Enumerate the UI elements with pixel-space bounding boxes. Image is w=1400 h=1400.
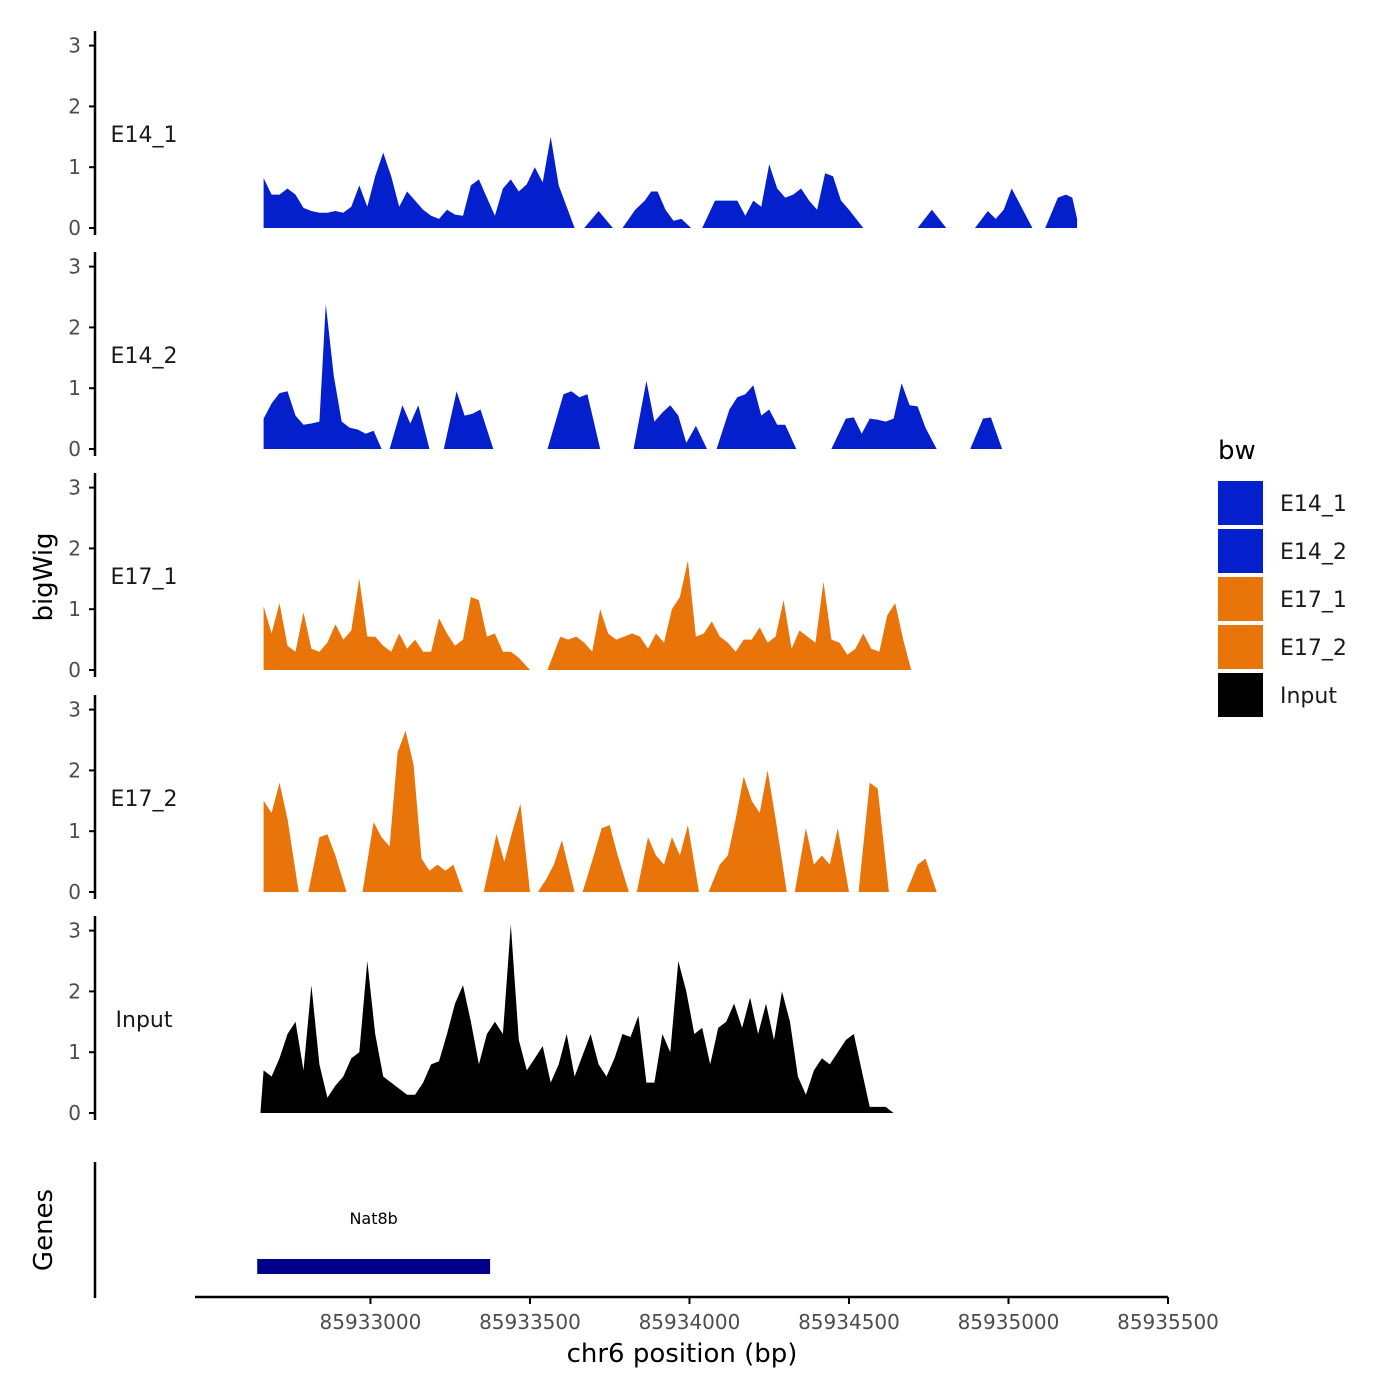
y-axis-title: bigWig — [29, 532, 59, 621]
coverage-area — [633, 380, 707, 449]
coverage-area — [547, 560, 912, 670]
y-tick-label: 2 — [68, 315, 81, 339]
legend: bw E14_1 E14_2 E17_1 E17_2 Input — [1218, 436, 1347, 717]
coverage-area — [547, 391, 601, 449]
coverage-area — [584, 211, 613, 228]
coverage-area — [537, 840, 575, 892]
track-e14-2: 0 1 2 3 E14_2 — [68, 252, 1003, 461]
y-tick-label: 0 — [68, 437, 81, 461]
genes-axis-title: Genes — [29, 1189, 59, 1271]
y-tick-label: 2 — [68, 758, 81, 782]
track-e17-1: 0 1 2 3 E17_1 — [68, 473, 912, 682]
track-label: Input — [116, 1008, 173, 1033]
coverage-area — [622, 191, 692, 228]
coverage-tracks: 0 1 2 3 E14_1 0 1 2 3 E14_2 0 1 2 3 E17_1 0 1 2 3 E17_2 0 1 2 3… — [68, 31, 1078, 1125]
legend-swatch — [1218, 577, 1263, 621]
coverage-area — [702, 164, 864, 228]
gene-track: Nat8b — [93, 1162, 491, 1298]
y-tick-label: 2 — [68, 536, 81, 560]
x-tick-label: 85934500 — [798, 1310, 900, 1334]
y-tick-label: 0 — [68, 216, 81, 240]
legend-title: bw — [1218, 436, 1256, 466]
y-tick-label: 3 — [68, 476, 81, 500]
track-input: 0 1 2 3 Input — [68, 916, 894, 1125]
y-tick-label: 3 — [68, 34, 81, 58]
coverage-area — [582, 825, 629, 892]
coverage-area — [906, 858, 937, 892]
coverage-area — [708, 770, 787, 892]
legend-label: E17_2 — [1280, 636, 1347, 661]
legend-swatch — [1218, 673, 1263, 717]
coverage-area — [970, 417, 1003, 449]
coverage-area — [308, 834, 347, 892]
y-tick-label: 2 — [68, 979, 81, 1003]
legend-label: E17_1 — [1280, 588, 1347, 613]
coverage-area — [483, 803, 530, 892]
coverage-area — [263, 578, 530, 670]
x-tick-label: 85933500 — [479, 1310, 581, 1334]
coverage-area — [831, 383, 937, 449]
legend-swatch — [1218, 481, 1263, 525]
legend-label: E14_1 — [1280, 492, 1347, 517]
y-tick-label: 3 — [68, 919, 81, 943]
y-tick-label: 0 — [68, 880, 81, 904]
track-label: E17_2 — [111, 787, 178, 812]
coverage-area — [1045, 194, 1078, 228]
legend-label: Input — [1280, 684, 1337, 709]
y-tick-label: 1 — [68, 155, 81, 179]
coverage-area — [389, 405, 430, 449]
coverage-area — [858, 782, 889, 892]
gene-bar — [257, 1259, 491, 1274]
coverage-area — [975, 188, 1033, 228]
coverage-area — [636, 825, 699, 892]
coverage-area — [263, 782, 299, 892]
y-tick-label: 0 — [68, 658, 81, 682]
coverage-area — [263, 136, 575, 228]
x-tick-label: 85934000 — [639, 1310, 741, 1334]
coverage-area — [794, 828, 849, 892]
y-tick-label: 0 — [68, 1101, 81, 1125]
y-tick-label: 2 — [68, 94, 81, 118]
x-tick-label: 85933000 — [320, 1310, 422, 1334]
y-tick-label: 1 — [68, 597, 81, 621]
x-tick-label: 85935000 — [958, 1310, 1060, 1334]
y-tick-label: 1 — [68, 1040, 81, 1064]
gene-label: Nat8b — [349, 1209, 397, 1228]
x-axis-title: chr6 position (bp) — [567, 1339, 798, 1369]
y-tick-label: 3 — [68, 255, 81, 279]
x-axis: 85933000 85933500 85934000 85934500 85935000… — [195, 1295, 1219, 1334]
coverage-area — [443, 391, 494, 449]
track-label: E17_1 — [111, 565, 178, 590]
coverage-area — [362, 730, 463, 892]
legend-swatch — [1218, 529, 1263, 573]
y-tick-label: 1 — [68, 819, 81, 843]
coverage-area — [716, 385, 797, 449]
legend-swatch — [1218, 625, 1263, 669]
y-tick-label: 3 — [68, 698, 81, 722]
track-e14-1: 0 1 2 3 E14_1 — [68, 31, 1078, 240]
x-tick-label: 85935500 — [1117, 1310, 1219, 1334]
y-tick-label: 1 — [68, 376, 81, 400]
coverage-area — [917, 209, 947, 228]
coverage-area — [260, 924, 894, 1113]
coverage-area — [263, 304, 382, 449]
track-label: E14_2 — [111, 344, 178, 369]
legend-label: E14_2 — [1280, 540, 1347, 565]
track-e17-2: 0 1 2 3 E17_2 — [68, 695, 937, 904]
track-label: E14_1 — [111, 123, 178, 148]
